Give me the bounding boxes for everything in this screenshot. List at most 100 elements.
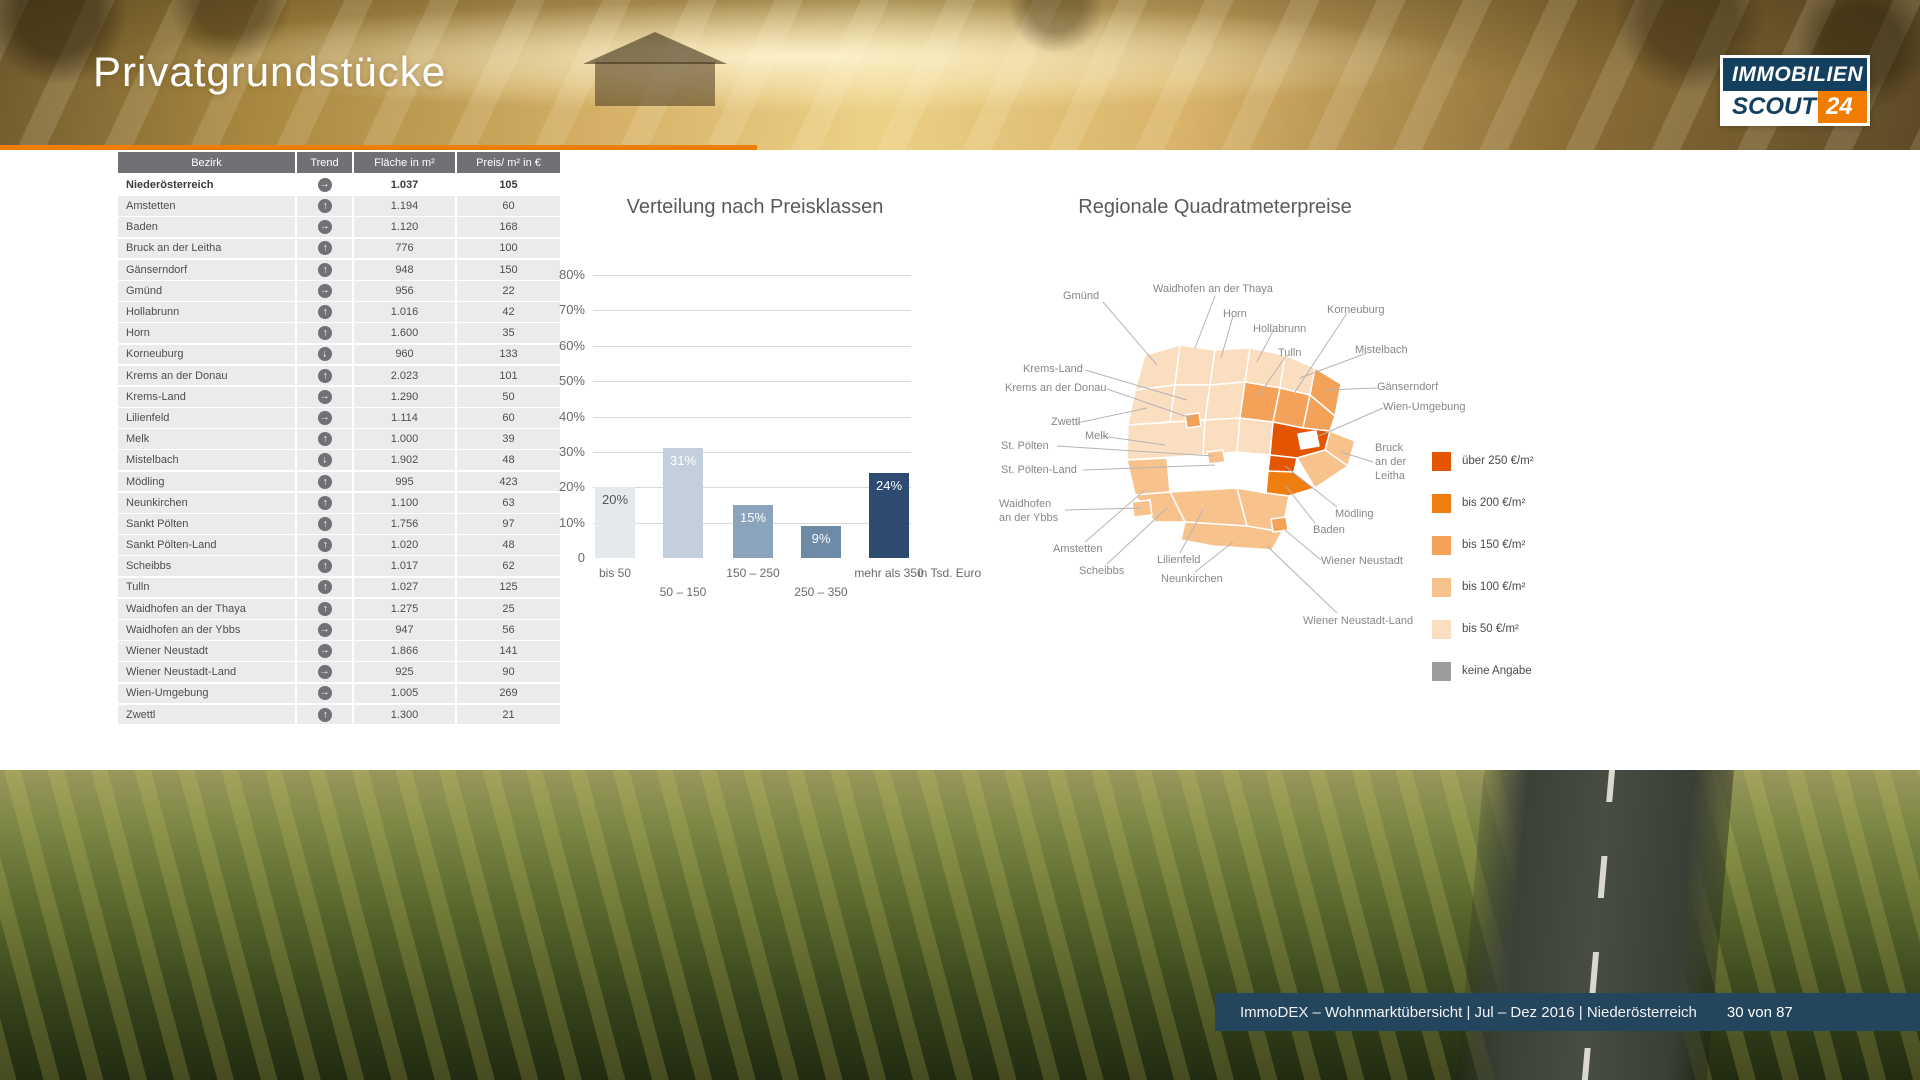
flaeche-cell: 1.017 [354,556,455,577]
trend-cell: → [297,492,352,513]
x-axis-label: 250 – 350 [794,585,848,599]
legend-swatch [1432,535,1451,555]
legend-swatch [1432,451,1451,471]
trend-right-icon: → [317,283,332,298]
trend-up-icon: → [317,305,332,320]
bar-mehr als 350: 24% [869,473,909,558]
trend-cell: → [297,280,352,301]
legend-item: bis 50 €/m² [1432,608,1534,650]
preis-cell: 62 [457,556,560,577]
map-label-krems-an-der-donau: Krems an der Donau [1005,382,1107,394]
flaeche-cell: 1.000 [354,429,455,450]
district-horn [1209,347,1251,386]
leader-line [1299,352,1368,379]
districts-table: Bezirk Trend Fläche in m² Preis/ m² in € Ni… [118,152,560,726]
bezirk-cell: Gmünd [118,280,295,301]
trend-right-icon: → [317,389,332,404]
district-st-poelten-stadt [1206,449,1226,465]
leader-line [1256,330,1274,363]
flaeche-cell: 1.600 [354,323,455,344]
map-label-waidhofen-an-der-thaya: Waidhofen an der Thaya [1153,283,1273,295]
map-label-lilienfeld: Lilienfeld [1157,554,1201,566]
regional-price-map: Gmünd Waidhofen an der Thaya Horn Hollabrun… [985,250,1530,720]
table-row: Waidhofen an der Thaya → 1.275 25 [118,598,560,619]
flaeche-cell: 1.902 [354,450,455,471]
bezirk-cell: Sankt Pölten-Land [118,535,295,555]
leader-line [1100,435,1166,446]
trend-cell: → [297,386,352,407]
legend-swatch [1432,661,1451,681]
bezirk-cell: Krems an der Donau [118,365,295,386]
preis-cell: 63 [457,492,560,513]
legend-item: bis 100 €/m² [1432,566,1534,608]
leader-line [1284,529,1322,561]
tree-silhouettes-decoration [0,0,1920,150]
preis-cell: 48 [457,535,560,555]
preis-cell: 423 [457,471,560,492]
bar-50 – 150: 31% [663,448,703,558]
legend-item: keine Angabe [1432,650,1534,692]
leader-line [1220,315,1234,359]
trend-up-icon: → [317,601,332,616]
bar-value-label: 20% [601,492,629,508]
flaeche-cell: 1.016 [354,302,455,322]
legend-item: über 250 €/m² [1432,440,1534,482]
table-row: Lilienfeld → 1.114 60 [118,408,560,428]
trend-up-icon: → [317,241,332,256]
leader-line [1084,489,1146,543]
trend-right-icon: → [317,410,332,425]
trend-cell: → [297,259,352,280]
table-row: Zwettl → 1.300 21 [118,704,560,725]
flaeche-cell: 995 [354,471,455,492]
preis-cell: 22 [457,280,560,301]
legend-swatch [1432,493,1451,513]
bezirk-cell: Gänserndorf [118,259,295,280]
trend-cell: → [297,323,352,344]
bar-bis 50: 20% [595,487,635,558]
chart-gridline [593,345,911,347]
logo-24-text: 24 [1818,91,1867,123]
map-label-wiener-neustadt: Wiener Neustadt [1321,555,1403,567]
bezirk-cell: Niederösterreich [118,175,295,195]
logo-bottom-row: SCOUT 24 [1723,91,1867,123]
table-row: Horn → 1.600 35 [118,323,560,344]
bezirk-cell: Lilienfeld [118,408,295,428]
legend-label: keine Angabe [1462,665,1532,677]
x-axis-label: 50 – 150 [659,585,707,599]
map-label-mistelbach: Mistelbach [1355,344,1408,356]
y-axis-tick: 50% [558,373,585,389]
flaeche-cell: 956 [354,280,455,301]
bar-chart-plot-area: 20% 31% 15% 9% 24% [593,275,911,558]
leader-line [1194,295,1216,349]
bar-value-label: 31% [669,453,697,469]
leader-line [1324,387,1378,391]
leader-line [1102,301,1158,366]
table-row: Bruck an der Leitha → 776 100 [118,238,560,259]
trend-up-icon: → [317,538,332,553]
bar-value-label: 9% [811,531,831,547]
table-row: Waidhofen an der Ybbs → 947 56 [118,619,560,640]
trend-cell: → [297,619,352,640]
trend-up-icon: → [317,199,332,214]
legend-label: bis 50 €/m² [1462,623,1519,635]
leader-line [1266,545,1338,614]
bezirk-cell: Tulln [118,577,295,598]
table-row: Mistelbach → 1.902 48 [118,450,560,471]
table-header-3: Preis/ m² in € [457,152,560,173]
trend-right-icon: → [317,622,332,637]
table-header-0: Bezirk [118,152,295,173]
legend-label: bis 150 €/m² [1462,539,1526,551]
trend-cell: → [297,641,352,661]
bezirk-cell: Korneuburg [118,344,295,365]
district-gmuend [1134,344,1181,391]
trend-cell: → [297,196,352,216]
table-row: Hollabrunn → 1.016 42 [118,302,560,322]
flaeche-cell: 1.290 [354,386,455,407]
preis-cell: 125 [457,577,560,598]
page-title: Privatgrundstücke [93,48,447,95]
table-row: Krems-Land → 1.290 50 [118,386,560,407]
trend-cell: → [297,535,352,555]
flaeche-cell: 960 [354,344,455,365]
preis-cell: 48 [457,450,560,471]
